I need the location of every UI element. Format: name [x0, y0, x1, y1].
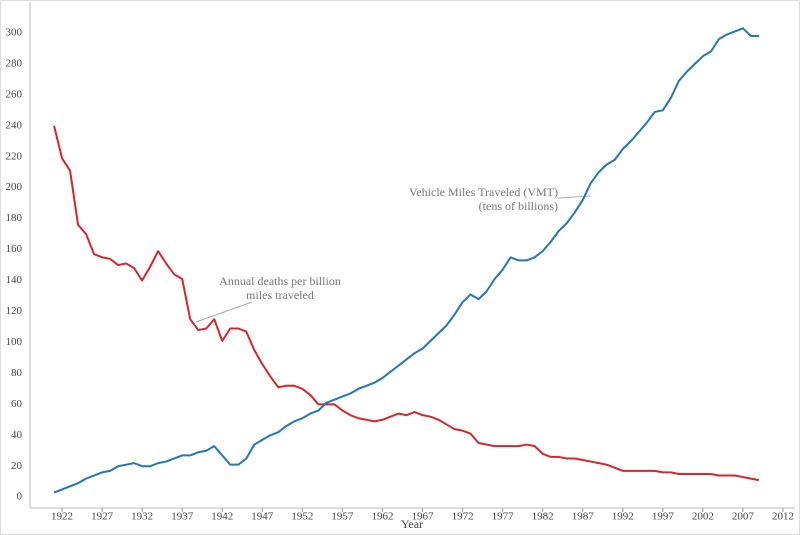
- series-line: [53, 27, 759, 494]
- y-tick-label: 140: [6, 274, 23, 286]
- x-tick-label: 1952: [291, 511, 313, 523]
- y-tick-label: 120: [6, 305, 23, 317]
- x-tick-label: 2007: [732, 511, 755, 523]
- y-tick-label: 240: [6, 119, 23, 131]
- annotation: (tens of billions): [479, 199, 558, 213]
- y-tick-label: 280: [6, 57, 23, 69]
- x-tick-label: 1957: [331, 511, 354, 523]
- x-tick-label: 2012: [772, 511, 794, 523]
- x-tick-label: 1927: [91, 511, 114, 523]
- x-tick-label: 1947: [251, 511, 274, 523]
- y-tick-label: 180: [6, 212, 23, 224]
- x-tick-label: 1997: [652, 511, 675, 523]
- x-tick-label: 1967: [412, 511, 435, 523]
- x-tick-label: 1922: [51, 511, 73, 523]
- y-tick-label: 60: [11, 398, 23, 410]
- x-tick-label: 1987: [572, 511, 595, 523]
- series-line: [53, 125, 760, 482]
- y-tick-label: 80: [11, 367, 23, 379]
- annotation: Vehicle Miles Traveled (VMT): [409, 185, 558, 199]
- x-tick-label: 1962: [371, 511, 393, 523]
- leader-line: [195, 301, 253, 323]
- x-tick-label: 1982: [532, 511, 554, 523]
- x-tick-label: 1932: [131, 511, 153, 523]
- x-tick-label: 1977: [492, 511, 515, 523]
- y-tick-label: 20: [11, 460, 23, 472]
- y-tick-label: 0: [17, 491, 23, 503]
- y-tick-label: 300: [6, 26, 23, 38]
- x-tick-label: 1937: [171, 511, 194, 523]
- y-tick-label: 40: [11, 429, 23, 441]
- x-tick-label: 1972: [452, 511, 474, 523]
- x-axis-label: Year: [401, 517, 423, 531]
- y-tick-label: 200: [6, 181, 23, 193]
- y-tick-label: 100: [6, 336, 23, 348]
- y-tick-label: 260: [6, 88, 23, 100]
- annotation: Annual deaths per billion: [219, 274, 341, 288]
- y-tick-label: 160: [6, 243, 23, 255]
- y-tick-label: 220: [6, 150, 23, 162]
- annotation: miles traveled: [246, 288, 314, 302]
- x-tick-label: 1942: [211, 511, 233, 523]
- x-tick-label: 2002: [692, 511, 714, 523]
- x-tick-label: 1992: [612, 511, 634, 523]
